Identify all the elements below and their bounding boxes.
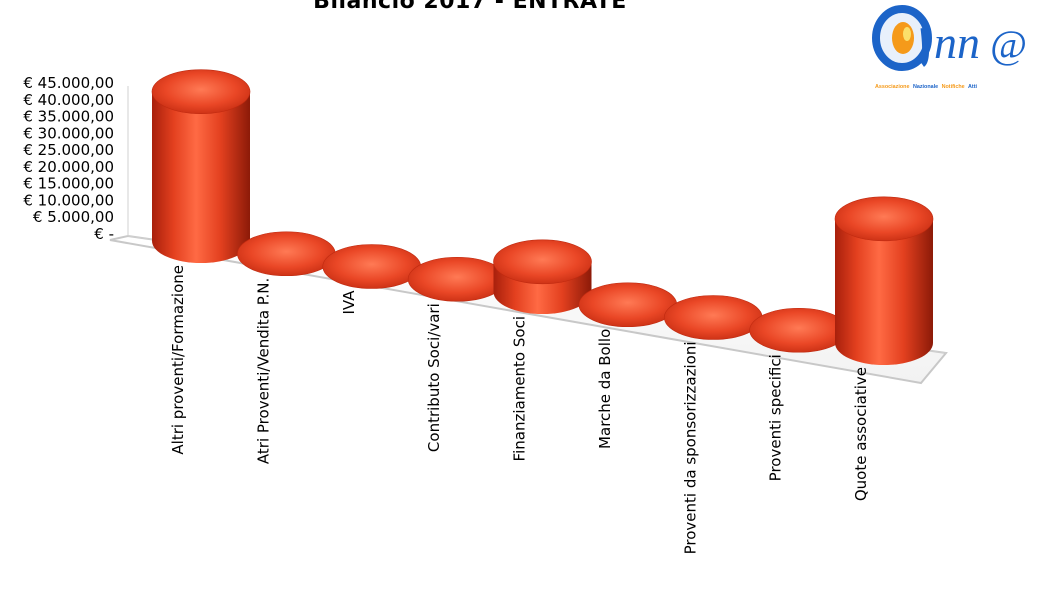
bar [749,307,848,353]
y-axis: € -€ 5.000,00€ 10.000,00€ 15.000,00€ 20.… [23,74,129,243]
bar [407,256,507,302]
y-tick-label: € 35.000,00 [23,108,114,126]
bar [834,196,934,365]
y-tick-label: € 45.000,00 [23,74,114,92]
bar [151,69,251,263]
bar [237,231,336,277]
category-label: Quote associative [852,367,870,501]
y-tick-label: € 10.000,00 [23,191,114,209]
y-tick-label: € 40.000,00 [23,91,114,109]
bar [322,244,422,289]
y-tick-label: € 5.000,00 [33,208,114,226]
bars [151,69,934,365]
category-label: Finanziamento Soci [511,316,529,461]
bar [578,282,678,328]
svg-text:nn: nn [934,17,980,68]
bar [493,239,592,314]
anna-logo: nn @ Associazione Nazionale Notifiche At… [872,5,1027,90]
category-labels: Altri proventi/Formazione Atri Proventi/V… [169,265,870,554]
category-label: Atri Proventi/Vendita P.N. [254,278,272,464]
chart-title: Bilancio 2017 - ENTRATE [313,0,627,14]
category-label: Proventi specifici [767,354,785,481]
svg-text:@: @ [990,22,1027,67]
bar [663,295,763,340]
y-tick-label: € 25.000,00 [23,141,114,159]
category-label: IVA [340,290,358,315]
y-tick-label: € 15.000,00 [23,175,114,193]
svg-text:Associazione Nazionale: Associazione Nazionale Notifiche Atti [875,84,977,90]
category-label: Contributo Soci/vari [425,303,443,452]
category-label: Proventi da sponsorizzazioni [681,342,699,555]
y-tick-label: € - [94,225,114,243]
category-label: Altri proventi/Formazione [169,265,187,455]
y-tick-label: € 20.000,00 [23,158,114,176]
category-label: Marche da Bollo [596,329,614,449]
y-tick-label: € 30.000,00 [23,124,114,142]
